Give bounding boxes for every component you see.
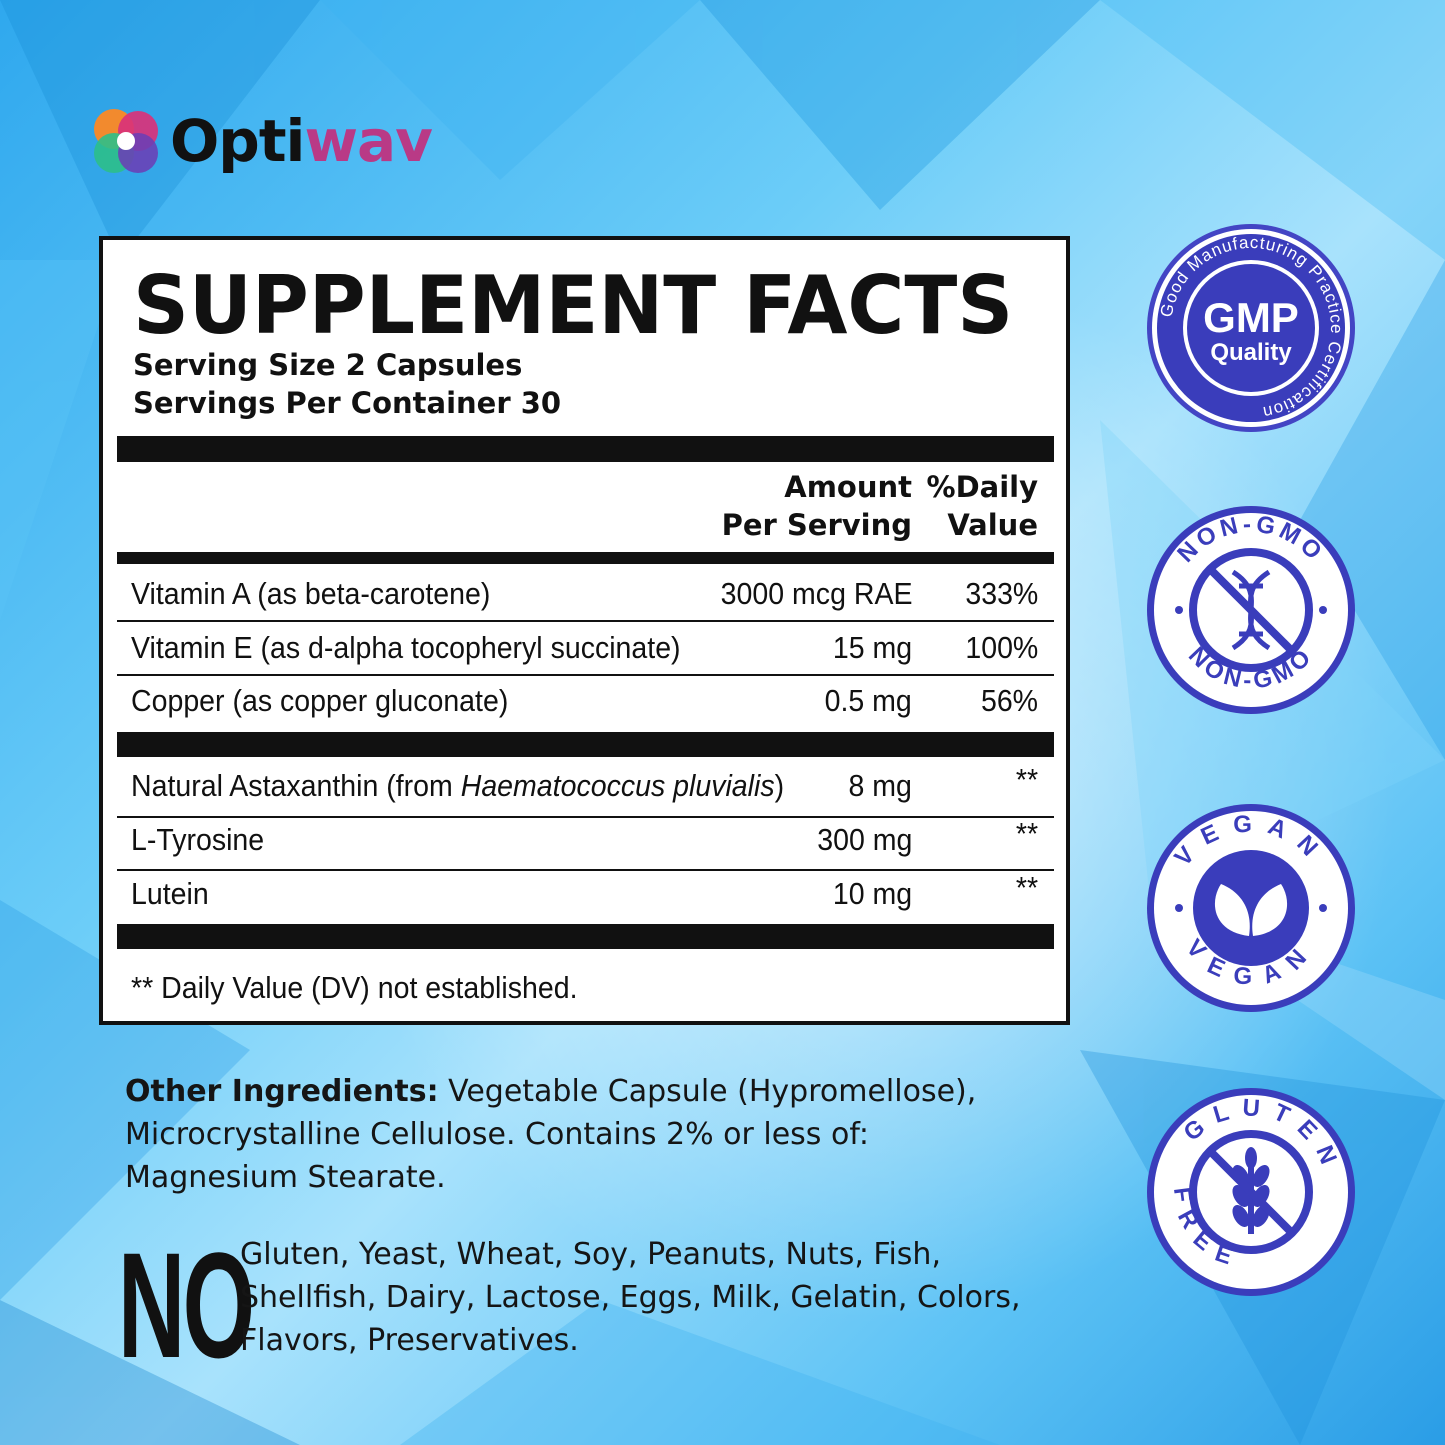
nutrient-source-species: Haematococcus pluvialis [460, 768, 775, 803]
no-allergens-heading: NO [118, 1221, 255, 1389]
nutrient-name-prefix: Natural Astaxanthin (from [131, 768, 461, 803]
column-header-amount: Amount Per Serving [722, 468, 912, 544]
nutrient-name: Vitamin E (as d-alpha tocopheryl succina… [131, 630, 681, 665]
nutrient-dv: ** [1015, 870, 1038, 905]
prohibited-slash-icon [1207, 1148, 1295, 1236]
allergen-free-list: Gluten, Yeast, Wheat, Soy, Peanuts, Nuts… [240, 1237, 1021, 1358]
servings-per-container: Servings Per Container 30 [133, 386, 562, 420]
divider-medium [117, 552, 1054, 564]
nutrient-dv: 100% [965, 630, 1038, 665]
divider-thick [117, 436, 1054, 462]
facts-title: SUPPLEMENT FACTS [133, 259, 1014, 352]
row-divider [117, 620, 1054, 622]
non-gmo-badge: NON-GMO NON-GMO [1147, 506, 1355, 714]
gmp-main-text: GMP [1203, 294, 1299, 341]
nutrient-amount: 3000 mcg RAE [720, 576, 912, 611]
row-divider [117, 869, 1054, 871]
nutrient-amount: 8 mg [848, 768, 912, 803]
supplement-facts-panel: SUPPLEMENT FACTS Serving Size 2 Capsules… [99, 236, 1070, 1025]
row-divider [117, 816, 1054, 818]
gluten-free-badge: GLUTEN FREE [1147, 1088, 1355, 1296]
nutrient-name: Copper (as copper gluconate) [131, 683, 509, 718]
nutrient-amount: 300 mg [816, 822, 912, 857]
column-header-dv-line2: Value [947, 508, 1038, 542]
nutrient-amount: 0.5 mg [824, 683, 912, 718]
other-ingredients-label: Other Ingredients: [125, 1074, 439, 1109]
nutrient-dv: 56% [980, 683, 1038, 718]
brand-logo: Optiwav [88, 96, 433, 186]
nutrient-name: Natural Astaxanthin (from Haematococcus … [131, 768, 784, 804]
column-header-dv-line1: %Daily [926, 470, 1038, 504]
other-ingredients-text: Vegetable Capsule (Hypromellose), Microc… [125, 1074, 977, 1195]
brand-name: Optiwav [170, 107, 433, 175]
dv-footnote: ** Daily Value (DV) not established. [131, 970, 578, 1005]
gmp-quality-badge: Good Manufacturing Practice Certificatio… [1147, 224, 1355, 432]
other-ingredients: Other Ingredients: Vegetable Capsule (Hy… [125, 1070, 1025, 1199]
prohibited-slash-icon [1207, 566, 1295, 654]
divider-thick [117, 924, 1054, 949]
nutrient-name: Lutein [131, 876, 209, 911]
brand-name-part1: Opti [170, 107, 305, 175]
row-divider [117, 674, 1054, 676]
gmp-sub-text: Quality [1210, 339, 1292, 366]
nutrient-dv: ** [1015, 762, 1038, 797]
nutrient-name-suffix: ) [774, 768, 785, 803]
column-header-dv: %Daily Value [927, 468, 1038, 544]
vegan-badge: VEGAN VEGAN [1147, 804, 1355, 1012]
nutrient-amount: 10 mg [832, 876, 912, 911]
nutrient-amount: 15 mg [832, 630, 912, 665]
logo-mark-icon [94, 109, 158, 173]
divider-thick [117, 732, 1054, 757]
column-header-amount-line2: Per Serving [721, 508, 912, 542]
nutrient-dv: ** [1015, 816, 1038, 851]
leaves-icon [1214, 884, 1288, 936]
nutrient-name: Vitamin A (as beta-carotene) [131, 576, 491, 611]
nutrient-name: L-Tyrosine [131, 822, 265, 857]
column-header-amount-line1: Amount [784, 470, 912, 504]
serving-size: Serving Size 2 Capsules [133, 348, 523, 382]
nutrient-dv: 333% [965, 576, 1038, 611]
brand-name-part2: wav [304, 107, 433, 175]
